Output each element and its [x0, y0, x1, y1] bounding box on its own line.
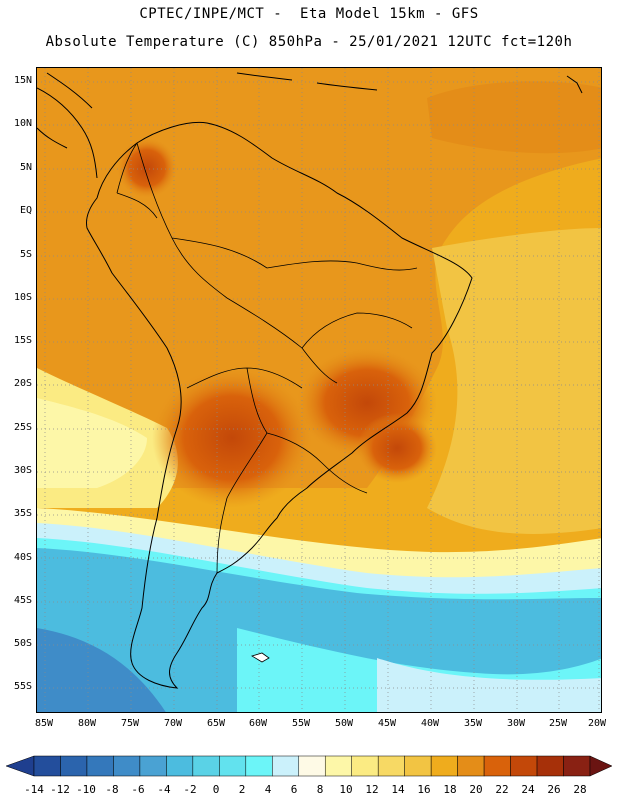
- colorbar-cell: [457, 755, 485, 777]
- colorbar-label: 6: [290, 783, 298, 796]
- colorbar-cell: [60, 755, 88, 777]
- lon-label: 85W: [34, 718, 54, 729]
- colorbar-label: -2: [183, 783, 197, 796]
- field-hot-core-west: [152, 368, 312, 508]
- lat-label: 25S: [13, 422, 32, 433]
- colorbar-cell: [351, 755, 379, 777]
- colorbar-label: -14: [24, 783, 44, 796]
- colorbar-label: -10: [76, 783, 96, 796]
- lat-label: 55S: [13, 681, 32, 692]
- colorbar-cell: [113, 755, 141, 777]
- colorbar-cell: [166, 755, 194, 777]
- colorbar-cell: [86, 755, 114, 777]
- temperature-colorbar: [5, 755, 613, 777]
- lat-label: 15N: [13, 75, 32, 86]
- colorbar-label: 22: [495, 783, 509, 796]
- caribbean-islands: [236, 72, 583, 94]
- field-zone-deep-blue: [37, 628, 166, 712]
- colorbar-cell: [430, 755, 458, 777]
- country-borders: [116, 142, 418, 574]
- colorbar-cell: [510, 755, 538, 777]
- colorbar-cell: [33, 755, 61, 777]
- colorbar-cell: [219, 755, 247, 777]
- lat-label: 45S: [13, 595, 32, 606]
- lat-label: 20S: [13, 378, 32, 389]
- lat-label: 35S: [13, 508, 32, 519]
- colorbar-cell: [404, 755, 432, 777]
- colorbar-label: 4: [264, 783, 272, 796]
- lon-label: 60W: [248, 718, 268, 729]
- central-america-coastline: [37, 72, 98, 179]
- south-america-coastline: [86, 121, 473, 689]
- lon-label: 20W: [587, 718, 607, 729]
- lat-label: 5S: [19, 249, 32, 260]
- colorbar-cell: [245, 755, 273, 777]
- map-title-line-2: Absolute Temperature (C) 850hPa - 25/01/…: [45, 34, 573, 50]
- colorbar-cell: [536, 755, 564, 777]
- colorbar-cell: [563, 755, 591, 777]
- lat-label: 5N: [19, 162, 32, 173]
- lon-label: 40W: [420, 718, 440, 729]
- lon-label: 45W: [377, 718, 397, 729]
- lon-label: 80W: [77, 718, 97, 729]
- lon-label: 30W: [506, 718, 526, 729]
- field-zone-orange-ne: [427, 81, 601, 154]
- colorbar-label: -4: [157, 783, 171, 796]
- temperature-field: [37, 68, 601, 712]
- lon-label: 25W: [548, 718, 568, 729]
- lon-label: 70W: [163, 718, 183, 729]
- colorbar-label: -12: [50, 783, 70, 796]
- colorbar-label: -8: [105, 783, 119, 796]
- lat-label: 10N: [13, 118, 32, 129]
- colorbar-cell: [139, 755, 167, 777]
- field-zone-pale-cyan-se: [377, 658, 601, 712]
- map-title-line-1: CPTEC/INPE/MCT - Eta Model 15km - GFS: [139, 6, 479, 22]
- lat-label: 50S: [13, 638, 32, 649]
- temperature-map: [36, 67, 602, 713]
- colorbar-arrow-right: [589, 755, 613, 777]
- lat-label: 30S: [13, 465, 32, 476]
- colorbar-label: 20: [469, 783, 483, 796]
- colorbar-cell: [298, 755, 326, 777]
- field-hot-core-south: [357, 413, 437, 483]
- field-zone-light-pacific: [37, 398, 147, 488]
- lon-label: 35W: [463, 718, 483, 729]
- field-hot-core-north: [117, 138, 177, 198]
- colorbar-label: 16: [417, 783, 431, 796]
- lon-label: 55W: [291, 718, 311, 729]
- field-zone-atlantic: [427, 228, 601, 534]
- colorbar-label: 18: [443, 783, 457, 796]
- colorbar-label: 14: [391, 783, 405, 796]
- colorbar-cell: [377, 755, 405, 777]
- field-zone-orange: [37, 68, 601, 488]
- colorbar-label: 28: [573, 783, 587, 796]
- lon-label: 75W: [120, 718, 140, 729]
- colorbar-label: 0: [212, 783, 220, 796]
- lat-label: 40S: [13, 552, 32, 563]
- lon-label: 65W: [206, 718, 226, 729]
- colorbar-label: 8: [316, 783, 324, 796]
- lat-label: 10S: [13, 292, 32, 303]
- colorbar-label: -6: [131, 783, 145, 796]
- colorbar-label: 12: [365, 783, 379, 796]
- colorbar-arrow-left: [5, 755, 35, 777]
- falkland-islands: [251, 652, 270, 663]
- lat-label: 15S: [13, 335, 32, 346]
- colorbar-cell: [324, 755, 352, 777]
- colorbar-label: 10: [339, 783, 353, 796]
- lon-label: 50W: [334, 718, 354, 729]
- colorbar-cell: [272, 755, 300, 777]
- colorbar-label: 24: [521, 783, 535, 796]
- colorbar-cell: [192, 755, 220, 777]
- colorbar-label: 2: [238, 783, 246, 796]
- colorbar-label: 26: [547, 783, 561, 796]
- field-zone-blue: [37, 548, 601, 712]
- colorbar-cell: [483, 755, 511, 777]
- lat-label: EQ: [19, 205, 32, 216]
